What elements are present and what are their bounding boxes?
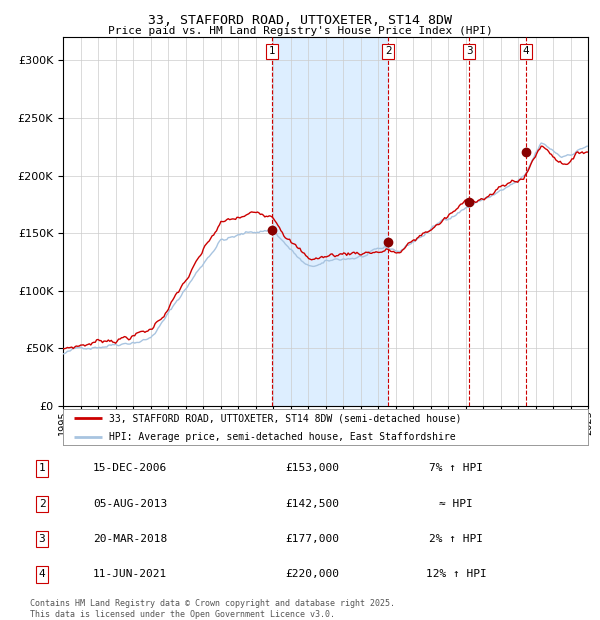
Text: £153,000: £153,000 (285, 463, 339, 474)
Text: ≈ HPI: ≈ HPI (439, 498, 473, 509)
Text: 7% ↑ HPI: 7% ↑ HPI (429, 463, 483, 474)
Text: 11-JUN-2021: 11-JUN-2021 (93, 569, 167, 580)
Text: Contains HM Land Registry data © Crown copyright and database right 2025.
This d: Contains HM Land Registry data © Crown c… (30, 600, 395, 619)
Text: HPI: Average price, semi-detached house, East Staffordshire: HPI: Average price, semi-detached house,… (109, 432, 456, 442)
Text: 4: 4 (38, 569, 46, 580)
Text: 1: 1 (38, 463, 46, 474)
Text: 2% ↑ HPI: 2% ↑ HPI (429, 534, 483, 544)
Text: 12% ↑ HPI: 12% ↑ HPI (425, 569, 487, 580)
Text: 15-DEC-2006: 15-DEC-2006 (93, 463, 167, 474)
Text: 2: 2 (38, 498, 46, 509)
Text: 3: 3 (466, 46, 473, 56)
Text: 33, STAFFORD ROAD, UTTOXETER, ST14 8DW: 33, STAFFORD ROAD, UTTOXETER, ST14 8DW (148, 14, 452, 27)
Bar (272, 37, 388, 406)
Text: 2: 2 (385, 46, 392, 56)
Text: 20-MAR-2018: 20-MAR-2018 (93, 534, 167, 544)
Text: 1: 1 (269, 46, 275, 56)
Text: 4: 4 (523, 46, 529, 56)
Text: £177,000: £177,000 (285, 534, 339, 544)
Text: 05-AUG-2013: 05-AUG-2013 (93, 498, 167, 509)
Text: Price paid vs. HM Land Registry's House Price Index (HPI): Price paid vs. HM Land Registry's House … (107, 26, 493, 36)
Text: 33, STAFFORD ROAD, UTTOXETER, ST14 8DW (semi-detached house): 33, STAFFORD ROAD, UTTOXETER, ST14 8DW (… (109, 413, 462, 423)
Text: 3: 3 (38, 534, 46, 544)
Text: £142,500: £142,500 (285, 498, 339, 509)
Text: £220,000: £220,000 (285, 569, 339, 580)
